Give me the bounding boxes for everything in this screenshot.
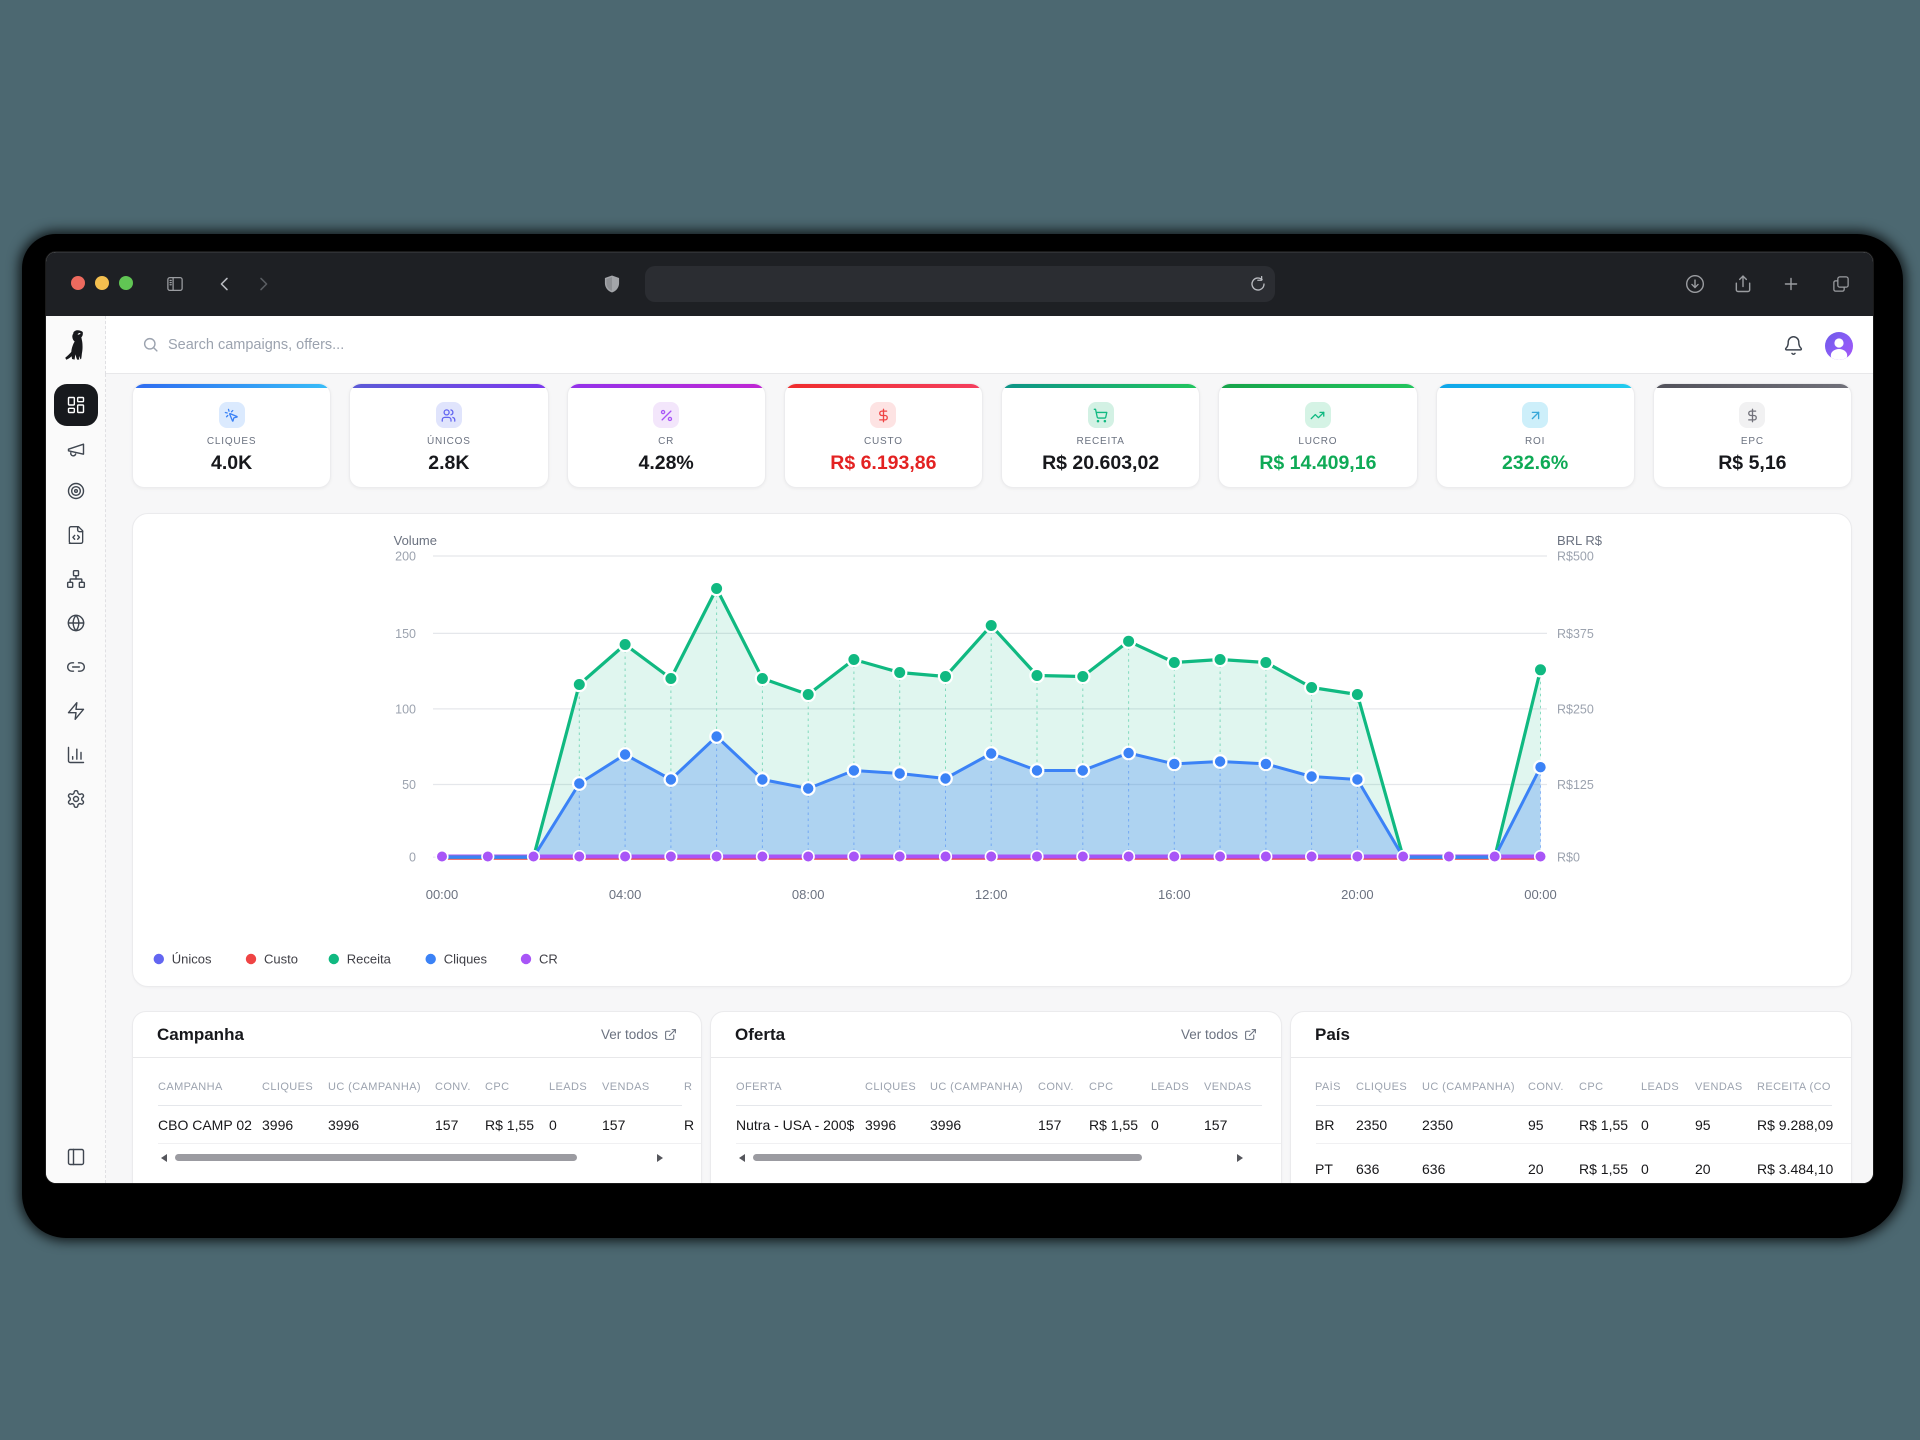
svg-text:Receita: Receita bbox=[347, 952, 392, 967]
svg-text:R$375: R$375 bbox=[1557, 627, 1594, 641]
svg-text:00:00: 00:00 bbox=[426, 887, 459, 902]
svg-text:R$250: R$250 bbox=[1557, 702, 1594, 716]
svg-text:CR: CR bbox=[539, 952, 558, 967]
svg-text:Únicos: Únicos bbox=[172, 952, 212, 967]
svg-text:Custo: Custo bbox=[264, 952, 298, 967]
svg-text:200: 200 bbox=[395, 550, 416, 564]
svg-text:R$0: R$0 bbox=[1557, 851, 1580, 865]
svg-text:20:00: 20:00 bbox=[1341, 887, 1374, 902]
svg-text:150: 150 bbox=[395, 627, 416, 641]
svg-text:R$500: R$500 bbox=[1557, 550, 1594, 564]
svg-text:BRL R$: BRL R$ bbox=[1557, 533, 1603, 548]
svg-text:00:00: 00:00 bbox=[1524, 887, 1557, 902]
svg-text:08:00: 08:00 bbox=[792, 887, 825, 902]
svg-text:Volume: Volume bbox=[394, 533, 437, 548]
svg-text:0: 0 bbox=[409, 851, 416, 865]
svg-text:04:00: 04:00 bbox=[609, 887, 642, 902]
svg-text:50: 50 bbox=[402, 778, 416, 792]
svg-text:12:00: 12:00 bbox=[975, 887, 1008, 902]
svg-text:100: 100 bbox=[395, 702, 416, 716]
svg-text:Cliques: Cliques bbox=[444, 952, 488, 967]
svg-text:16:00: 16:00 bbox=[1158, 887, 1191, 902]
svg-text:R$125: R$125 bbox=[1557, 778, 1594, 792]
